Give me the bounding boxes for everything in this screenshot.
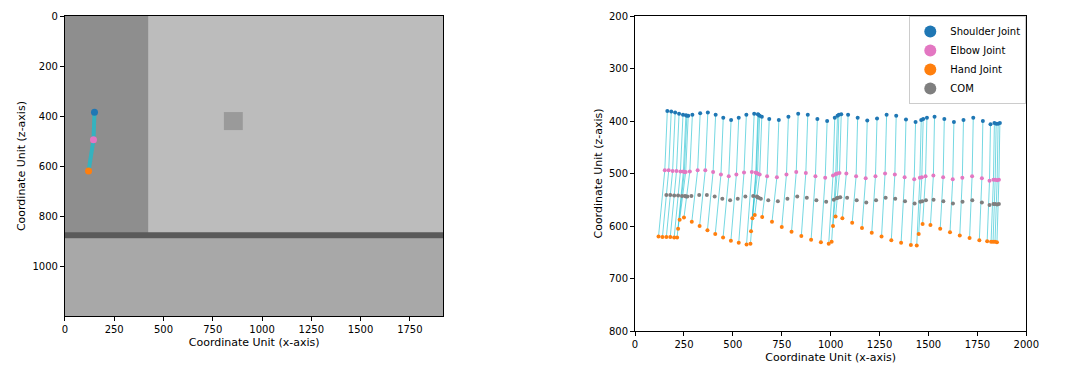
svg-text:750: 750: [203, 324, 222, 335]
svg-text:400: 400: [609, 116, 628, 127]
svg-text:1750: 1750: [965, 339, 990, 350]
svg-text:300: 300: [609, 63, 628, 74]
svg-text:200: 200: [39, 61, 58, 72]
svg-text:1500: 1500: [916, 339, 941, 350]
svg-text:Coordinate Unit (x-axis): Coordinate Unit (x-axis): [765, 351, 896, 364]
svg-text:1500: 1500: [348, 324, 373, 335]
svg-text:1000: 1000: [32, 261, 57, 272]
svg-text:500: 500: [154, 324, 173, 335]
svg-text:1250: 1250: [299, 324, 324, 335]
svg-text:0: 0: [632, 339, 638, 350]
svg-text:600: 600: [609, 221, 628, 232]
svg-text:200: 200: [609, 11, 628, 22]
svg-text:Elbow Joint: Elbow Joint: [950, 45, 1005, 56]
svg-text:Coordinate Unit (x-axis): Coordinate Unit (x-axis): [189, 336, 320, 349]
svg-text:600: 600: [39, 161, 58, 172]
svg-text:COM: COM: [950, 83, 973, 94]
svg-text:1000: 1000: [818, 339, 843, 350]
svg-text:250: 250: [674, 339, 693, 350]
svg-text:2000: 2000: [1014, 339, 1039, 350]
svg-text:0: 0: [52, 11, 58, 22]
svg-text:1750: 1750: [397, 324, 422, 335]
svg-text:Shoulder Joint: Shoulder Joint: [950, 26, 1020, 37]
svg-text:1250: 1250: [867, 339, 892, 350]
svg-text:800: 800: [609, 326, 628, 337]
svg-text:500: 500: [609, 168, 628, 179]
svg-text:Coordinate Unit (z-axis): Coordinate Unit (z-axis): [15, 101, 28, 231]
svg-text:Hand Joint: Hand Joint: [950, 64, 1002, 75]
svg-text:700: 700: [609, 273, 628, 284]
svg-text:Coordinate Unit (z-axis): Coordinate Unit (z-axis): [592, 108, 605, 238]
svg-text:400: 400: [39, 111, 58, 122]
svg-text:0: 0: [62, 324, 68, 335]
svg-text:750: 750: [772, 339, 791, 350]
svg-text:250: 250: [105, 324, 124, 335]
svg-text:800: 800: [39, 211, 58, 222]
svg-text:500: 500: [723, 339, 742, 350]
svg-text:1000: 1000: [249, 324, 274, 335]
